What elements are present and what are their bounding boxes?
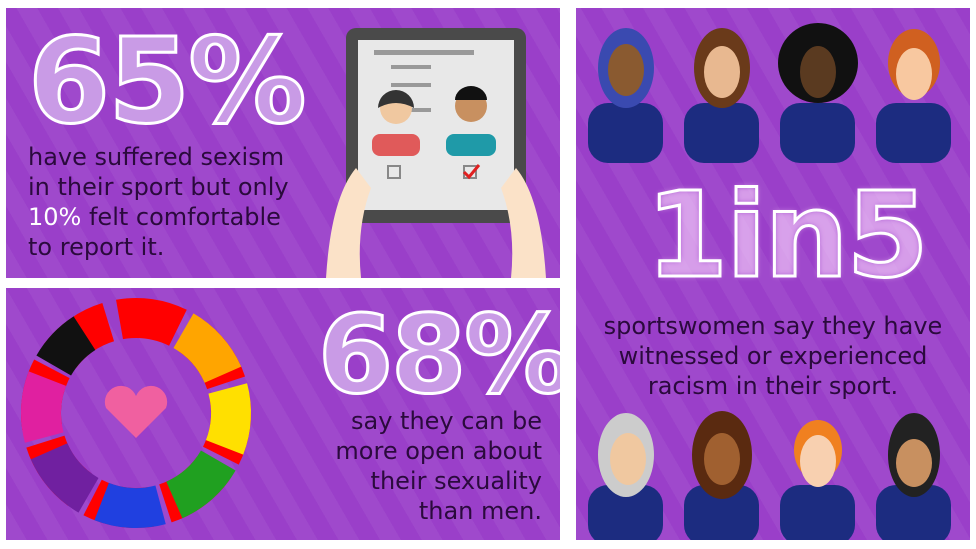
text-line: more open about: [335, 437, 542, 465]
text-line: have suffered sexism: [28, 143, 285, 171]
text-line: than men.: [418, 497, 542, 525]
sexuality-text: say they can be more open about their se…: [335, 406, 542, 526]
sexism-text: have suffered sexism in their sport but …: [28, 142, 289, 262]
highlight-10: 10%: [28, 203, 82, 231]
rainbow-circle-illustration: [21, 298, 251, 528]
text-line: to report it.: [28, 233, 165, 261]
stat-65: 65%: [26, 12, 307, 150]
racism-panel: 1in5 sportswomen say they have witnessed…: [576, 8, 970, 540]
stat-1in5: 1in5: [645, 166, 931, 304]
stat-68: 68%: [317, 293, 560, 418]
text-span: felt comfortable: [81, 203, 281, 231]
sexuality-panel: 68% say they can be more open about thei…: [6, 288, 560, 540]
text-line: 10% felt comfortable: [28, 202, 289, 232]
racism-text: sportswomen say they have witnessed or e…: [576, 311, 970, 401]
text-line: witnessed or experienced: [618, 342, 928, 370]
text-line: sportswomen say they have: [603, 312, 943, 340]
text-line: racism in their sport.: [647, 372, 899, 400]
tablet-illustration: [326, 28, 546, 278]
athletes-top-illustration: [588, 23, 951, 163]
text-line: in their sport but only: [28, 173, 289, 201]
athletes-bottom-illustration: [588, 411, 951, 540]
text-line: say they can be: [350, 407, 542, 435]
text-line: their sexuality: [370, 467, 542, 495]
sexism-panel: 65% have suffered sexism in their sport …: [6, 8, 560, 278]
